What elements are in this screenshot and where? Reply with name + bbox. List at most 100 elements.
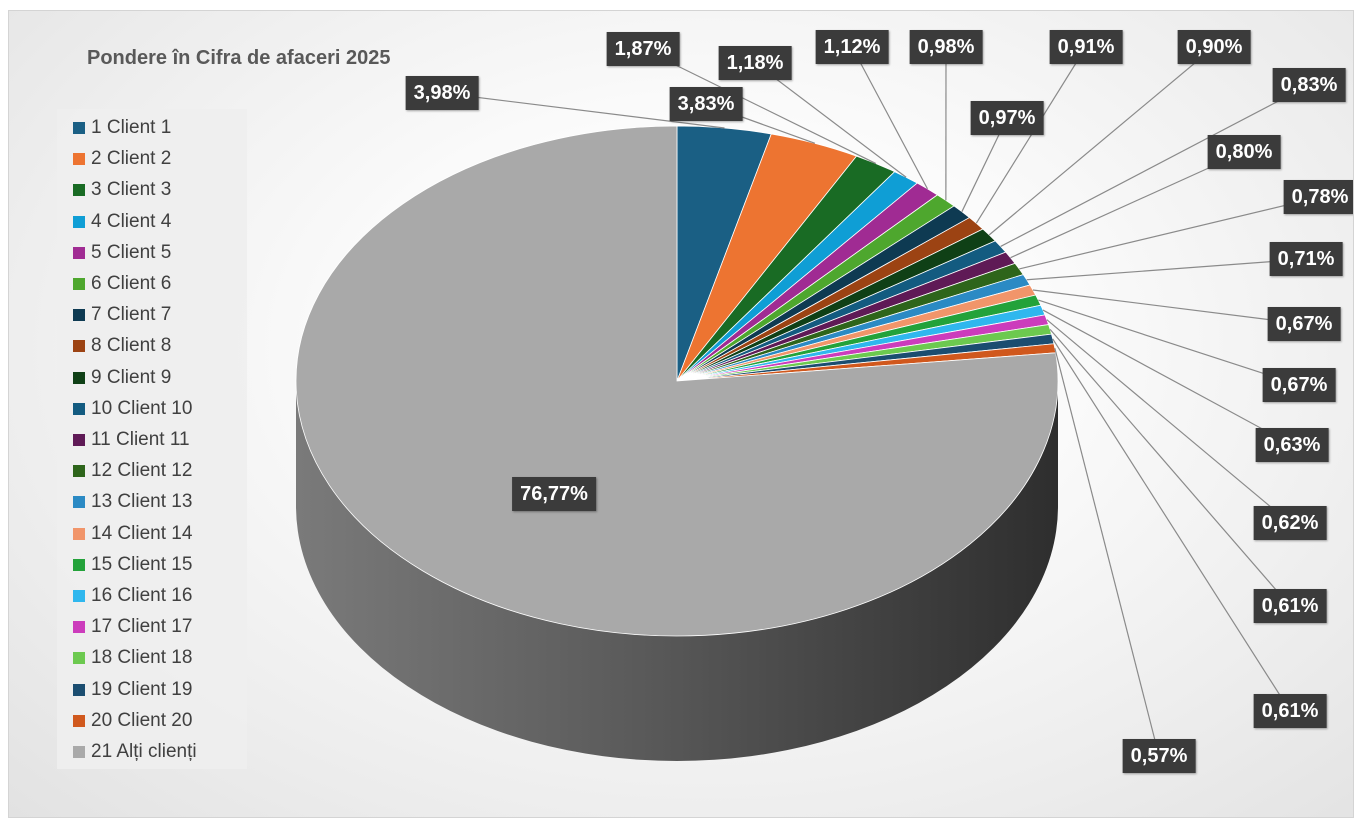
data-label: 0,98%: [909, 30, 983, 64]
leader-line: [851, 46, 929, 190]
legend-label: 14 Client 14: [91, 522, 193, 544]
legend-swatch: [73, 621, 85, 634]
legend-item: 15 Client 15: [73, 553, 192, 577]
legend-swatch: [73, 558, 85, 571]
legend-item: 5 Client 5: [73, 241, 171, 265]
data-label: 0,91%: [1049, 30, 1123, 64]
pie-chart: [295, 46, 1321, 761]
legend-label: 7 Client 7: [91, 304, 172, 326]
legend-label: 11 Client 11: [91, 429, 190, 450]
legend-label: 3 Client 3: [91, 179, 172, 201]
legend-item: 21 Alți clienți: [73, 740, 197, 764]
legend-label: 10 Client 10: [91, 397, 193, 419]
data-label: 0,90%: [1177, 30, 1251, 64]
leader-line: [441, 92, 725, 129]
data-label: 0,61%: [1253, 589, 1327, 623]
leader-line: [1052, 338, 1291, 712]
legend-swatch: [73, 527, 85, 540]
data-label: 0,61%: [1253, 694, 1327, 728]
data-label: 1,87%: [606, 32, 680, 66]
data-label: 0,63%: [1255, 428, 1329, 462]
data-label: 0,97%: [970, 101, 1044, 135]
leader-line: [1019, 196, 1321, 270]
legend-swatch: [73, 246, 85, 259]
leader-line: [1032, 289, 1305, 325]
leader-line: [1010, 151, 1245, 259]
legend-item: 13 Client 13: [73, 490, 192, 514]
chart-title: Pondere în Cifra de afaceri 2025: [87, 47, 391, 69]
legend-label: 17 Client 17: [91, 616, 193, 638]
legend-label: 2 Client 2: [91, 148, 172, 170]
legend-swatch: [73, 746, 85, 758]
legend-item: 12 Client 12: [73, 459, 192, 483]
data-label: 0,57%: [1122, 739, 1196, 773]
legend-label: 18 Client 18: [91, 647, 193, 669]
legend-label: 16 Client 16: [91, 585, 193, 606]
data-label: 3,98%: [405, 76, 479, 110]
leader-line: [1026, 258, 1307, 281]
legend-item: 4 Client 4: [73, 210, 171, 234]
legend-item: 1 Client 1: [73, 116, 171, 140]
leader-line: [754, 62, 907, 178]
legend-swatch: [73, 153, 85, 166]
leader-line: [1042, 309, 1293, 446]
leader-line: [1046, 319, 1291, 524]
legend-item: 2 Client 2: [73, 147, 171, 171]
leader-line: [1038, 299, 1300, 386]
legend-item: 10 Client 10: [73, 397, 192, 421]
legend-item: 16 Client 16: [73, 584, 192, 608]
data-label: 0,62%: [1253, 506, 1327, 540]
legend-swatch: [73, 465, 85, 478]
legend-label: 12 Client 12: [91, 460, 193, 482]
data-label: 3,83%: [669, 87, 743, 121]
data-label: 0,78%: [1283, 180, 1353, 214]
data-label: 0,80%: [1207, 135, 1281, 169]
legend-label: 4 Client 4: [91, 210, 172, 232]
leader-line: [1000, 84, 1310, 247]
legend-item: 7 Client 7: [73, 303, 171, 327]
legend-swatch: [73, 496, 85, 509]
legend-swatch: [73, 590, 85, 602]
leader-line: [988, 46, 1215, 236]
data-label: 0,67%: [1267, 307, 1341, 341]
legend-swatch: [73, 652, 85, 665]
legend-label: 8 Client 8: [91, 335, 172, 357]
data-label: 0,67%: [1262, 368, 1336, 402]
legend-label: 9 Client 9: [91, 366, 172, 388]
legend-item: 17 Client 17: [73, 615, 192, 639]
legend-label: 5 Client 5: [91, 241, 172, 263]
legend-item: 14 Client 14: [73, 522, 192, 546]
legend-item: 20 Client 20: [73, 709, 192, 733]
chart-area: Pondere în Cifra de afaceri 2025 1 Clien…: [8, 10, 1354, 818]
legend-item: 11 Client 11: [73, 428, 190, 452]
legend-label: 20 Client 20: [91, 709, 193, 731]
data-label: 1,18%: [718, 46, 792, 80]
legend-label: 6 Client 6: [91, 273, 172, 294]
legend-swatch: [73, 215, 85, 228]
legend-item: 19 Client 19: [73, 678, 192, 702]
legend-item: 9 Client 9: [73, 366, 171, 390]
legend-swatch: [73, 402, 85, 415]
data-label: 0,83%: [1272, 68, 1346, 102]
legend-swatch: [73, 184, 85, 197]
legend-swatch: [73, 683, 85, 696]
legend-label: 13 Client 13: [91, 491, 193, 513]
legend-label: 1 Client 1: [91, 117, 172, 138]
legend-swatch: [73, 714, 85, 727]
legend-label: 19 Client 19: [91, 678, 193, 700]
legend-swatch: [73, 278, 85, 290]
legend-swatch: [73, 434, 85, 446]
legend-item: 6 Client 6: [73, 272, 171, 296]
legend-item: 3 Client 3: [73, 178, 171, 202]
legend-label: 21 Alți clienți: [91, 741, 197, 762]
legend: 1 Client 1 2 Client 2 3 Client 3 4 Client 4…: [57, 109, 247, 769]
legend-label: 15 Client 15: [91, 553, 193, 575]
leader-line: [1049, 328, 1291, 607]
legend-swatch: [73, 371, 85, 384]
legend-swatch: [73, 122, 85, 134]
pie-side-wall: [296, 381, 1058, 761]
data-label: 76,77%: [512, 477, 596, 511]
leader-line: [1054, 348, 1160, 757]
pie-slice: [295, 125, 1059, 637]
data-label: 1,12%: [815, 30, 889, 64]
